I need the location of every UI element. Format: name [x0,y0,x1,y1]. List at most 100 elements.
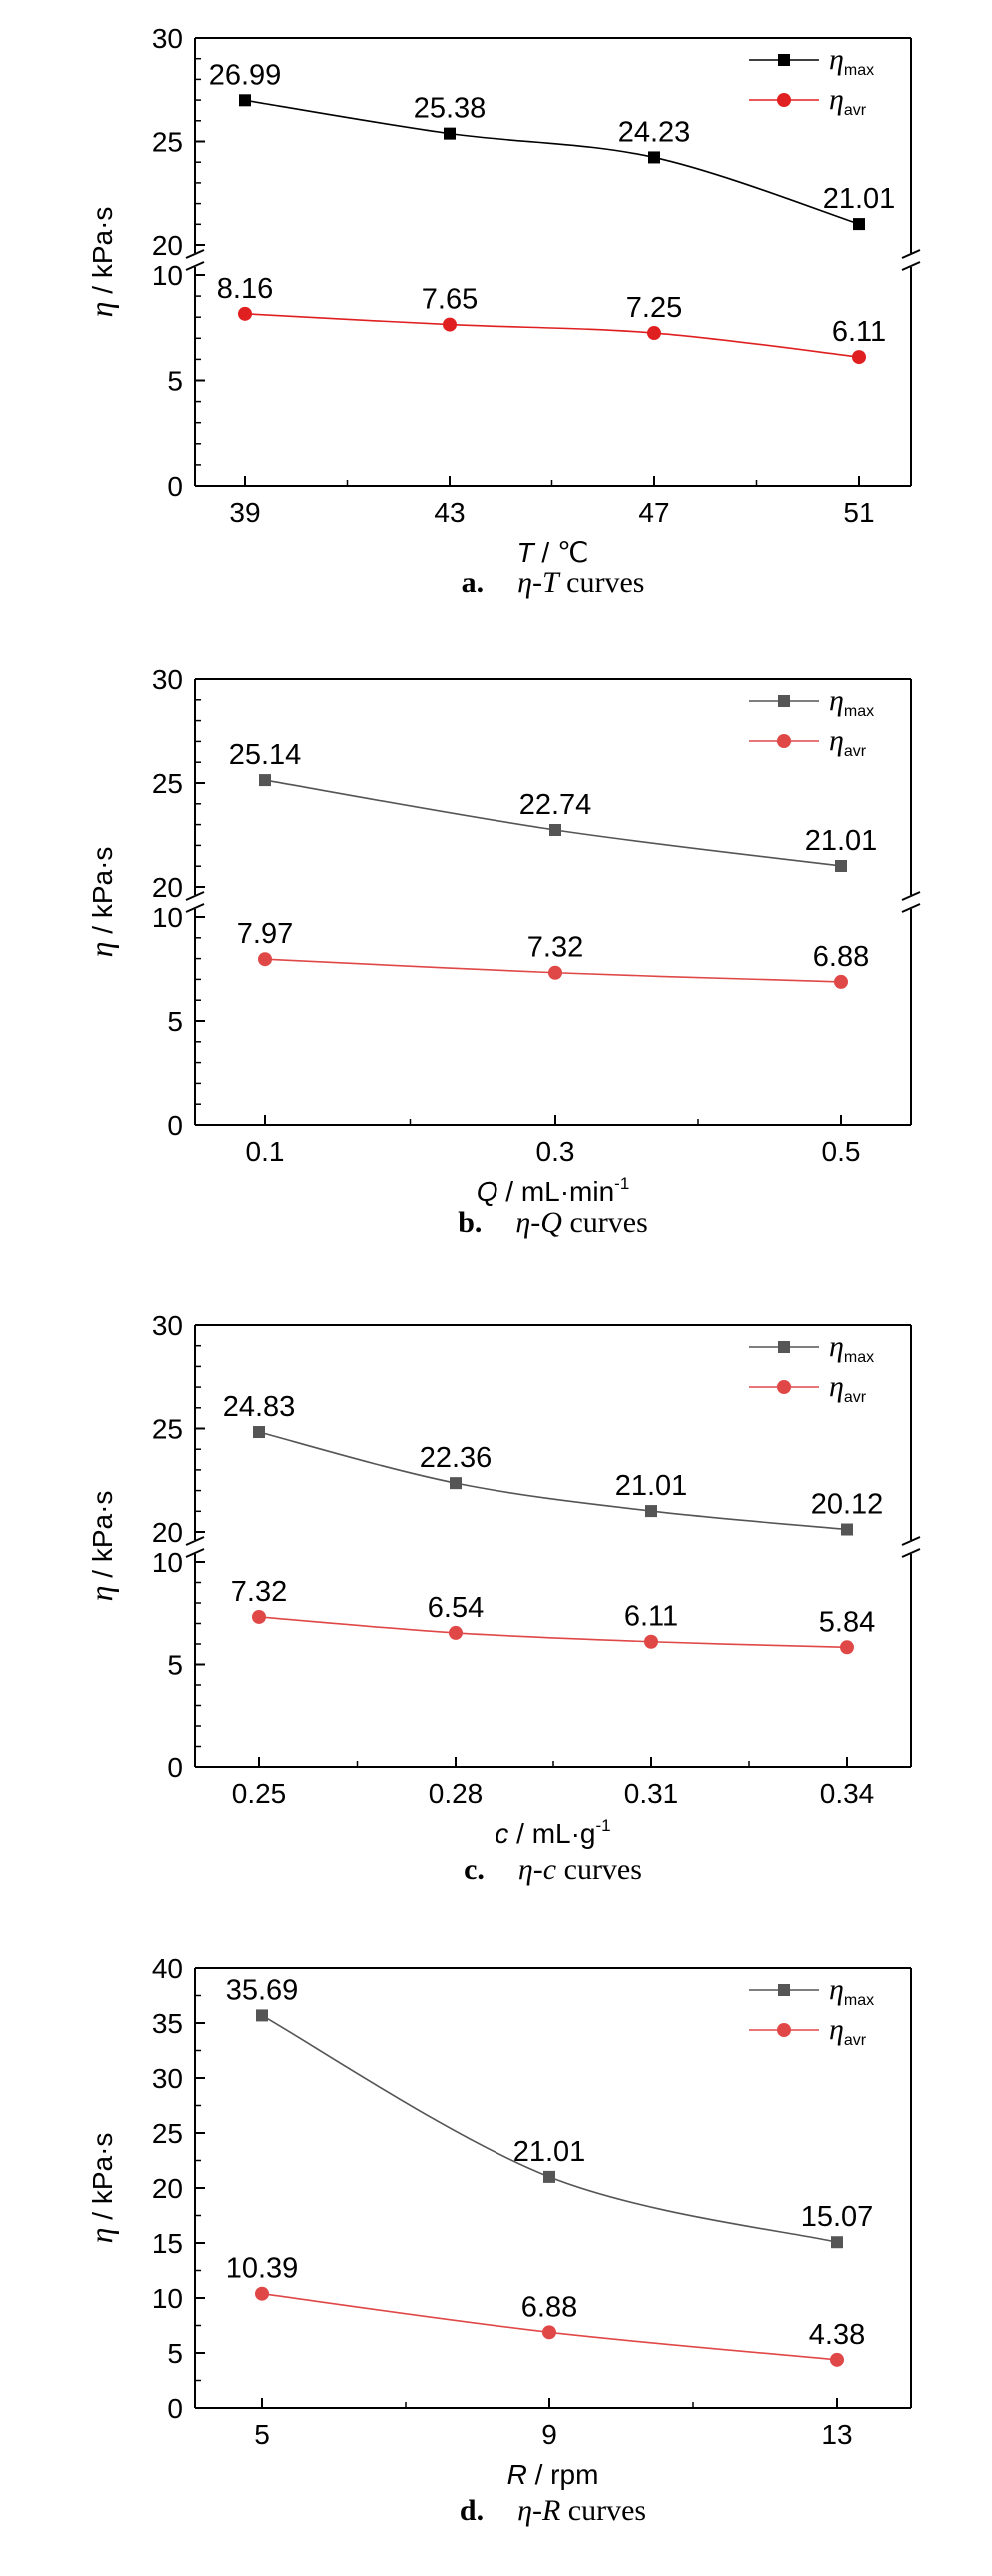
caption-separator: - [530,1206,540,1239]
caption-symbol: η [517,566,532,599]
x-tick-label: 0.25 [232,1778,287,1809]
series-avr-data-label: 7.32 [527,932,583,964]
y-tick-label: 10 [152,1547,183,1578]
x-tick-label: 0.31 [624,1778,679,1809]
legend-symbol: η [829,1370,844,1403]
caption-letter: a. [462,566,485,599]
legend-avr-label: ηavr [829,2013,867,2049]
y-axis-title: η / kPa·s [83,1491,119,1602]
caption-symbol: η [517,2494,532,2527]
y-axis-unit: / kPa·s [87,207,118,302]
y-tick-label: 10 [152,902,183,933]
y-tick-label: 10 [152,2283,183,2314]
series-max-data-label: 21.01 [513,2136,586,2168]
series-max-point [450,1477,462,1490]
caption-variable: R [541,2494,560,2527]
legend-avr-marker [777,1380,791,1394]
series-max-point [645,1505,657,1518]
legend-subscript: avr [844,1389,867,1406]
y-axis-title: η / kPa·s [83,2133,119,2244]
legend-avr-label: ηavr [829,1370,867,1406]
series-avr-data-label: 7.25 [626,292,682,324]
caption-letter: d. [460,2494,484,2527]
x-axis-title: Q / mL·min-1 [477,1174,630,1207]
x-axis-title: c / mL·g-1 [495,1816,610,1849]
series-max-data-label: 25.38 [414,93,487,125]
right-axis-break-mark-b [901,903,921,913]
series-avr-point [255,2286,269,2301]
series-max-point [835,859,847,872]
y-axis-break-mark-b [185,261,205,271]
y-tick-label: 35 [152,2008,183,2039]
series-avr-point [840,1640,854,1655]
legend-symbol: η [829,1330,844,1363]
y-axis-symbol: η [83,1586,119,1602]
series-avr-point [449,1625,463,1640]
series-avr-data-label: 6.88 [521,2291,577,2323]
x-axis-symbol: Q [477,1176,498,1207]
series-avr-data-label: 8.16 [217,273,273,305]
caption-separator: - [533,1853,543,1886]
caption-text: curves [559,566,645,599]
legend-max-label: ηmax [829,684,874,720]
legend-subscript: avr [844,2032,867,2049]
caption-variable: Q [540,1206,562,1239]
legend-avr-label: ηavr [829,83,867,119]
series-avr-point [644,1634,658,1649]
x-axis-unit-exponent: -1 [596,1816,611,1835]
series-max-data-label: 21.01 [615,1470,688,1502]
series-max-data-label: 26.99 [209,59,282,91]
caption-letter: c. [464,1853,485,1886]
right-axis-break-mark-a [901,1536,921,1546]
right-axis-break-mark-b [901,1548,921,1558]
series-max-point [648,151,660,164]
series-max-point [256,2009,268,2022]
legend-avr-marker [777,2023,791,2037]
chart-caption: d. η-R curves [460,2494,646,2527]
legend-subscript: avr [844,743,867,760]
x-tick-label: 9 [541,2419,557,2450]
legend-max-label: ηmax [829,1973,874,2009]
series-max-point [841,1523,853,1536]
series-max-line [258,1431,848,1531]
x-axis-unit: / rpm [527,2459,599,2490]
x-tick-label: 5 [254,2419,270,2450]
caption-separator: - [532,2494,542,2527]
legend-max-label: ηmax [829,43,874,79]
x-axis-unit: / ℃ [534,537,589,568]
series-avr-point [548,965,562,980]
chart-caption: b. η-Q curves [458,1206,648,1239]
x-tick-label: 0.3 [536,1136,575,1167]
y-tick-label: 25 [152,2118,183,2149]
legend-subscript: max [844,1992,874,2009]
y-tick-label: 0 [167,1110,183,1141]
x-tick-label: 51 [843,497,874,528]
series-avr-data-label: 7.65 [422,284,478,316]
series-max-data-label: 21.01 [805,825,878,857]
x-tick-label: 0.34 [820,1778,875,1809]
series-avr-line [258,1616,848,1649]
y-axis-unit: / kPa·s [87,847,118,942]
y-tick-label: 0 [167,2393,183,2424]
x-axis-title: R / rpm [507,2459,599,2490]
caption-symbol: η [515,1206,530,1239]
series-max-line [244,99,860,225]
series-max-data-label: 24.23 [618,116,691,148]
x-axis-symbol: R [507,2459,527,2490]
y-axis-symbol: η [83,2228,119,2244]
series-avr-point [443,317,457,332]
y-tick-label: 20 [152,872,183,903]
series-avr-point [238,306,252,321]
legend-symbol: η [829,1973,844,2006]
y-tick-label: 30 [152,23,183,54]
y-tick-label: 0 [167,1752,183,1783]
y-tick-label: 30 [152,1310,183,1341]
y-tick-label: 15 [152,2228,183,2259]
y-tick-label: 25 [152,127,183,158]
y-axis-symbol: η [83,302,119,318]
legend-avr-marker [777,93,791,107]
x-axis-unit: / mL·min [497,1176,614,1207]
series-avr-data-label: 4.38 [809,2319,865,2351]
caption-text: curves [560,2494,646,2527]
